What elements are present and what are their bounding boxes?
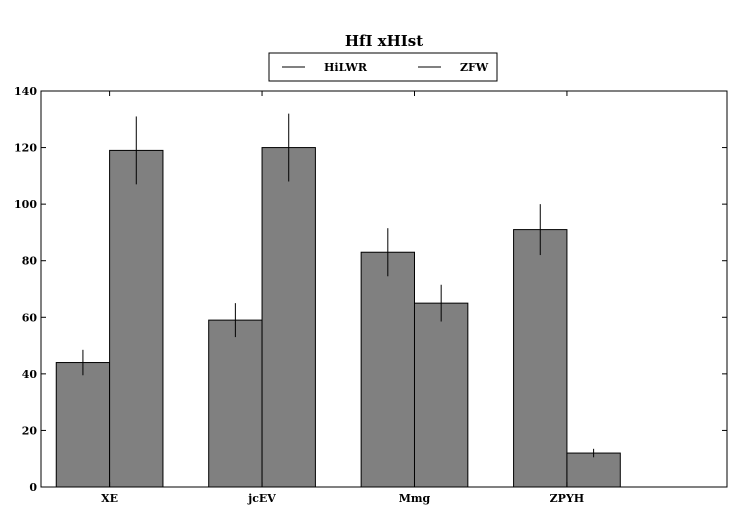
y-tick-label: 140 (14, 85, 37, 98)
x-axis: XE jcEV Mmg ZPYH (101, 91, 584, 505)
error-bars-group (82, 113, 595, 458)
legend-label-hilwr: HiLWR (324, 61, 368, 74)
chart-title: HfI xHIst (345, 32, 423, 50)
legend-box (268, 52, 498, 82)
y-tick-label: 20 (22, 424, 38, 437)
bar-zfw-jcev (261, 147, 316, 488)
y-tick-label: 100 (14, 198, 37, 211)
plot-frame (40, 90, 728, 488)
y-tick-label: 0 (29, 481, 37, 494)
x-tick-label: Mmg (399, 492, 431, 505)
legend-label-zfw: ZFW (460, 61, 489, 74)
bar-zfw-xe (109, 149, 164, 488)
y-axis: 0 20 40 60 80 100 120 140 (14, 85, 727, 494)
bar-hilwr-zpyh (513, 229, 568, 488)
legend: HiLWR ZFW (268, 52, 498, 82)
bar-hilwr-mmg (360, 251, 415, 488)
x-tick-label: XE (101, 492, 118, 505)
y-tick-label: 40 (22, 368, 38, 381)
y-tick-label: 60 (22, 311, 38, 324)
y-tick-label: 120 (14, 142, 37, 155)
bar-zfw-mmg (413, 302, 469, 488)
bar-hilwr-jcev (208, 319, 263, 488)
y-tick-label: 80 (22, 255, 38, 268)
bars-group (55, 147, 621, 488)
bar-zfw-zpyh (566, 452, 621, 488)
x-tick-label: ZPYH (550, 492, 585, 505)
bar-hilwr-xe (55, 362, 111, 488)
x-tick-label: jcEV (247, 492, 276, 505)
